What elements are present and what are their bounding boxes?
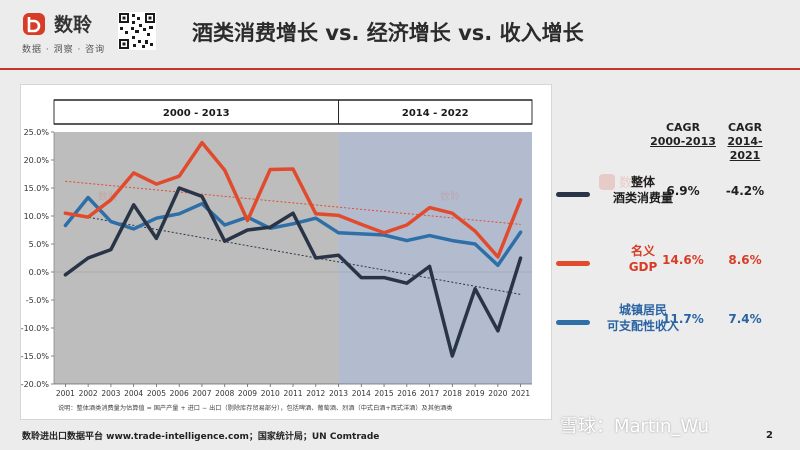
y-tick-label: -5.0% bbox=[26, 296, 50, 305]
footer-source: 数聆进出口数据平台 www.trade-intelligence.com；国家统… bbox=[22, 432, 380, 442]
platform-watermark: 雪球：Martin_Wu bbox=[560, 416, 709, 437]
legend-label-line-2: 酒类消费量 bbox=[612, 191, 673, 205]
x-tick-label: 2017 bbox=[420, 389, 439, 398]
cagr-label: CAGR bbox=[727, 121, 763, 134]
y-tick-label: 5.0% bbox=[29, 240, 50, 249]
legend-label-gdp: 名义 GDP bbox=[590, 243, 696, 275]
legend-swatch-alcohol bbox=[556, 192, 590, 197]
x-tick-label: 2006 bbox=[170, 389, 189, 398]
cagr-value-income-p2: 7.4% bbox=[728, 312, 762, 326]
x-tick-label: 2007 bbox=[192, 389, 211, 398]
cagr-value-alcohol-p2: -4.2% bbox=[725, 184, 765, 198]
x-tick-label: 2001 bbox=[56, 389, 75, 398]
cagr-value-income-p1: 11.7% bbox=[662, 312, 704, 326]
x-tick-label: 2003 bbox=[101, 389, 120, 398]
x-tick-label: 2002 bbox=[79, 389, 98, 398]
legend-row-gdp: 名义 GDP 14.6% 8.6% bbox=[556, 243, 786, 287]
x-tick-label: 2005 bbox=[147, 389, 166, 398]
cagr-label: CAGR bbox=[665, 121, 701, 134]
brand-watermark-icon: 数聆 bbox=[599, 174, 645, 191]
y-tick-label: 25.0% bbox=[24, 128, 50, 137]
legend-row-income: 城镇居民 可支配性收入 11.7% 7.4% bbox=[556, 302, 786, 346]
y-tick-label: 20.0% bbox=[24, 156, 50, 165]
cagr-value-gdp-p2: 8.6% bbox=[728, 253, 762, 267]
x-tick-label: 2015 bbox=[375, 389, 394, 398]
legend-swatch-gdp bbox=[556, 261, 590, 266]
header: 数聆 数据 · 洞察 · 咨询 酒类消费增长 vs. 经济增长 vs. 收入增长 bbox=[0, 0, 800, 68]
cagr-period-2: 2014-2021 bbox=[727, 135, 763, 162]
brand-logo-icon bbox=[23, 13, 45, 35]
legend-label-line-2: 可支配性收入 bbox=[606, 319, 679, 333]
cagr-value-gdp-p1: 14.6% bbox=[662, 253, 704, 267]
legend-row-alcohol: 整体 酒类消费量 6.9% -4.2% bbox=[556, 174, 786, 218]
series-line-2 bbox=[63, 195, 523, 268]
y-tick-label: -10.0% bbox=[21, 324, 50, 333]
cagr-header-period-1: CAGR 2000-2013 bbox=[648, 121, 718, 149]
page-title: 酒类消费增长 vs. 经济增长 vs. 收入增长 bbox=[192, 21, 584, 45]
x-tick-label: 2004 bbox=[124, 389, 143, 398]
line-chart: 2000 - 2013 2014 - 2022 25.0% 20.0% 15.0% 10.… bbox=[21, 99, 533, 412]
x-tick-label: 2012 bbox=[306, 389, 325, 398]
x-tick-label: 2009 bbox=[238, 389, 257, 398]
legend-label-income: 城镇居民 可支配性收入 bbox=[590, 302, 696, 334]
chart-watermark-2: 数聆 bbox=[440, 190, 460, 203]
y-tick-label: -20.0% bbox=[21, 380, 50, 389]
y-tick-label: -15.0% bbox=[21, 352, 50, 361]
series-line-1 bbox=[63, 140, 523, 259]
watermark-text-1: 数聆 bbox=[619, 176, 645, 191]
cagr-period-1: 2000-2013 bbox=[650, 135, 716, 148]
cagr-value-alcohol-p1: 6.9% bbox=[666, 184, 700, 198]
x-tick-label: 2016 bbox=[397, 389, 416, 398]
brand-name: 数聆 bbox=[54, 14, 93, 36]
legend-label-line-2: GDP bbox=[628, 260, 658, 274]
x-tick-label: 2021 bbox=[511, 389, 530, 398]
x-tick-label: 2019 bbox=[466, 389, 485, 398]
brand-tagline: 数据 · 洞察 · 咨询 bbox=[22, 45, 106, 55]
page-number: 2 bbox=[766, 430, 773, 441]
legend-label-line-1: 名义 bbox=[630, 244, 655, 258]
x-tick-label: 2014 bbox=[352, 389, 371, 398]
period-header-bar bbox=[53, 99, 533, 125]
y-tick-label: 0.0% bbox=[29, 268, 50, 277]
x-tick-label: 2010 bbox=[261, 389, 280, 398]
chart-watermark-1: 数聆 bbox=[98, 190, 118, 203]
legend-label-alcohol: 整体 酒类消费量 bbox=[590, 174, 696, 206]
title-divider bbox=[0, 68, 800, 70]
period-label-2: 2014 - 2022 bbox=[402, 108, 469, 119]
legend-label-line-1: 城镇居民 bbox=[618, 303, 667, 317]
qr-code-icon bbox=[118, 12, 156, 50]
trendline-0 bbox=[65, 180, 521, 225]
chart-note: 说明：整体酒类消费量为估算值 = 国产产量 + 进口 − 出口（剔除库存贸易部分… bbox=[58, 404, 453, 412]
x-tick-label: 2018 bbox=[443, 389, 462, 398]
period-region-1 bbox=[54, 132, 339, 384]
y-tick-label: 10.0% bbox=[24, 212, 50, 221]
x-tick-label: 2008 bbox=[215, 389, 234, 398]
x-tick-label: 2011 bbox=[283, 389, 302, 398]
series-line-0 bbox=[63, 186, 523, 358]
y-tick-label: 15.0% bbox=[24, 184, 50, 193]
legend-swatch-income bbox=[556, 320, 590, 325]
period-region-2 bbox=[338, 132, 532, 384]
period-label-1: 2000 - 2013 bbox=[163, 108, 230, 119]
cagr-header-period-2: CAGR 2014-2021 bbox=[713, 121, 777, 163]
x-tick-label: 2020 bbox=[488, 389, 507, 398]
x-tick-label: 2013 bbox=[329, 389, 348, 398]
legend-label-line-1: 整体 bbox=[630, 175, 655, 189]
